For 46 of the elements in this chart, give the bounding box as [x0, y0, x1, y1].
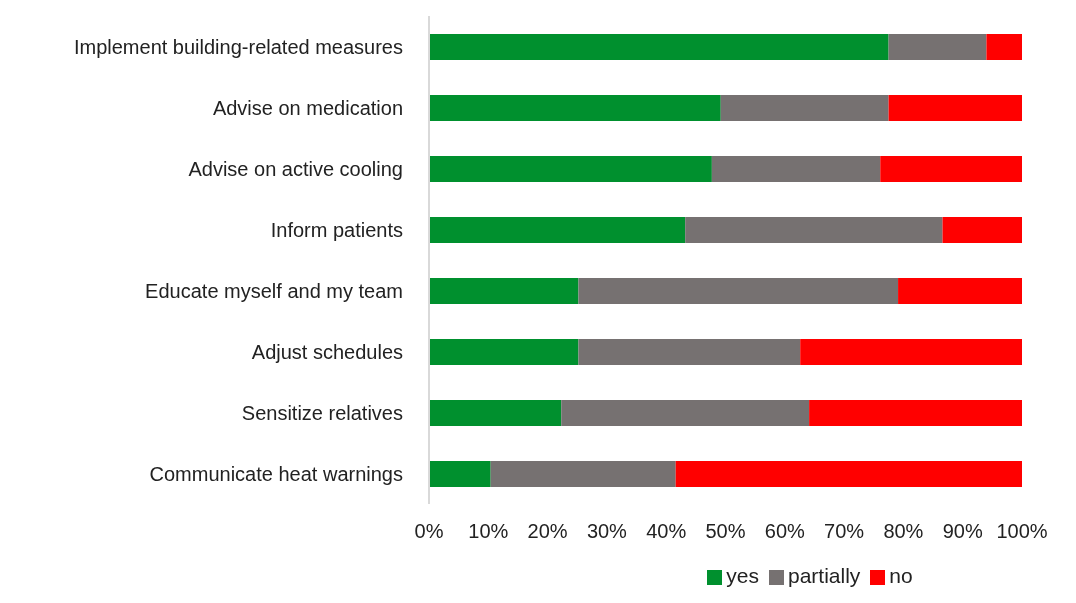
bar	[429, 34, 889, 60]
bar	[685, 217, 943, 243]
y-tick-label: Advise on medication	[212, 96, 403, 119]
y-tick-label: Educate myself and my team	[145, 279, 403, 302]
bar	[711, 156, 881, 182]
x-tick-label: 30%	[586, 520, 628, 543]
x-tick-label: 100%	[996, 520, 1048, 543]
y-tick-label: Adjust schedules	[251, 340, 403, 363]
y-tick-label: Sensitize relatives	[241, 401, 403, 424]
x-tick-label: 10%	[468, 520, 509, 543]
bar	[898, 278, 1022, 304]
bar	[561, 400, 810, 426]
legend-label: partially	[787, 564, 861, 587]
x-tick-label: 50%	[705, 520, 746, 543]
bar	[986, 34, 1022, 60]
x-tick-label: 90%	[942, 520, 983, 543]
bar	[490, 461, 676, 487]
x-tick-label: 60%	[764, 520, 806, 543]
y-tick-label: Inform patients	[270, 218, 403, 241]
x-tick-label: 20%	[527, 520, 568, 543]
y-tick-label: Advise on active cooling	[188, 157, 403, 180]
bar	[429, 339, 579, 365]
legend-label: no	[889, 564, 913, 587]
x-tick-label: 40%	[646, 520, 687, 543]
x-tick-label: 0%	[414, 520, 444, 543]
bar	[578, 278, 899, 304]
bar	[888, 34, 987, 60]
bar	[429, 461, 491, 487]
bar	[429, 156, 712, 182]
legend-label: yes	[726, 564, 759, 587]
bar	[429, 400, 562, 426]
bar	[942, 217, 1022, 243]
bar	[880, 156, 1022, 182]
y-tick-label: Communicate heat warnings	[149, 462, 403, 485]
bar	[429, 217, 686, 243]
bar	[429, 278, 579, 304]
x-tick-label: 80%	[883, 520, 924, 543]
bar	[675, 461, 1022, 487]
bar	[578, 339, 801, 365]
bar	[720, 95, 889, 121]
y-tick-label: Implement building-related measures	[73, 35, 403, 58]
x-tick-label: 70%	[824, 520, 865, 543]
bar	[429, 95, 721, 121]
bar	[800, 339, 1022, 365]
bar	[809, 400, 1022, 426]
bar	[888, 95, 1022, 121]
